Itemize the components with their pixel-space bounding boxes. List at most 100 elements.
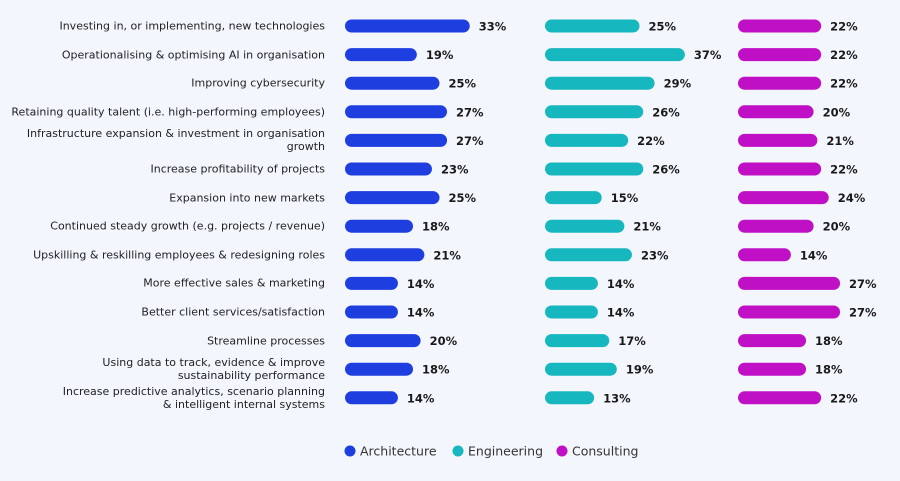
category-label: Better client services/satisfaction: [141, 305, 325, 319]
value-label: 23%: [441, 163, 469, 177]
category-label: Investing in, or implementing, new techn…: [59, 19, 325, 33]
bar: [545, 48, 685, 62]
category-label: Continued steady growth (e.g. projects /…: [50, 219, 325, 233]
value-label: 18%: [815, 363, 843, 377]
value-label: 18%: [422, 220, 450, 234]
category-label: Increase predictive analytics, scenario …: [62, 384, 325, 411]
bar: [738, 48, 822, 62]
bar: [738, 162, 822, 176]
category-label: More effective sales & marketing: [143, 276, 325, 290]
value-label: 27%: [456, 105, 484, 119]
bar: [345, 362, 414, 376]
value-label: 22%: [637, 134, 665, 148]
bar: [345, 133, 448, 147]
value-label: 26%: [652, 105, 680, 119]
bar: [345, 391, 398, 405]
bar: [545, 133, 629, 147]
legend-label: Consulting: [572, 444, 638, 459]
bar: [345, 191, 440, 205]
category-label: Improving cybersecurity: [191, 76, 325, 90]
value-label: 25%: [649, 20, 677, 34]
value-label: 14%: [407, 277, 435, 291]
value-label: 18%: [422, 363, 450, 377]
value-label: 20%: [823, 220, 851, 234]
bar: [738, 191, 829, 205]
bar: [545, 248, 632, 262]
bar: [545, 276, 598, 290]
bar: [545, 105, 644, 119]
bar: [345, 276, 398, 290]
value-label: 14%: [607, 306, 635, 320]
bar: [345, 48, 417, 62]
bar: [545, 391, 595, 405]
value-label: 29%: [664, 77, 692, 91]
value-label: 19%: [426, 48, 454, 62]
bar: [345, 76, 440, 90]
value-label: 37%: [694, 48, 722, 62]
value-label: 18%: [815, 334, 843, 348]
bar: [738, 133, 818, 147]
value-label: 14%: [407, 306, 435, 320]
category-label: Infrastructure expansion & investment in…: [26, 127, 325, 154]
bar: [738, 76, 822, 90]
bar: [738, 391, 822, 405]
bar: [738, 276, 841, 290]
bar: [345, 305, 398, 319]
bar: [345, 19, 470, 33]
bar: [545, 191, 602, 205]
bar: [345, 219, 414, 233]
legend-swatch: [556, 445, 568, 457]
value-label: 17%: [618, 334, 646, 348]
value-label: 21%: [633, 220, 661, 234]
bar: [545, 334, 610, 348]
value-label: 22%: [830, 163, 858, 177]
value-label: 27%: [849, 306, 877, 320]
value-label: 33%: [479, 20, 507, 34]
bar: [545, 305, 598, 319]
value-label: 20%: [823, 105, 851, 119]
value-label: 26%: [652, 163, 680, 177]
category-label: Upskilling & reskilling employees & rede…: [33, 248, 325, 262]
value-label: 21%: [826, 134, 854, 148]
value-label: 15%: [611, 191, 639, 205]
value-label: 22%: [830, 48, 858, 62]
value-label: 27%: [849, 277, 877, 291]
value-label: 21%: [433, 248, 461, 262]
category-label: Streamline processes: [207, 334, 325, 348]
value-label: 19%: [626, 363, 654, 377]
category-label: Operationalising & optimising AI in orga…: [61, 48, 325, 62]
category-label: Expansion into new markets: [169, 191, 325, 205]
value-label: 27%: [456, 134, 484, 148]
bar: [545, 19, 640, 33]
value-label: 23%: [641, 248, 669, 262]
category-label: Using data to track, evidence & improve …: [102, 356, 325, 383]
legend-swatch: [452, 445, 464, 457]
bar: [738, 305, 841, 319]
bar: [738, 105, 814, 119]
legend-swatch: [344, 445, 356, 457]
bar: [738, 362, 807, 376]
value-label: 14%: [407, 391, 435, 405]
value-label: 14%: [800, 248, 828, 262]
value-label: 20%: [430, 334, 458, 348]
value-label: 14%: [607, 277, 635, 291]
value-label: 22%: [830, 77, 858, 91]
bar: [345, 162, 432, 176]
bar: [738, 19, 822, 33]
bar: [738, 219, 814, 233]
bar: [545, 162, 644, 176]
category-label: Increase profitability of projects: [150, 162, 325, 176]
bar: [345, 334, 421, 348]
bar: [545, 76, 655, 90]
bar: [738, 248, 791, 262]
value-label: 25%: [449, 191, 477, 205]
bar: [345, 105, 448, 119]
value-label: 22%: [830, 391, 858, 405]
value-label: 25%: [449, 77, 477, 91]
category-label: Retaining quality talent (i.e. high-perf…: [11, 105, 325, 119]
legend-label: Architecture: [360, 444, 437, 459]
bar: [545, 219, 625, 233]
bar: [545, 362, 617, 376]
